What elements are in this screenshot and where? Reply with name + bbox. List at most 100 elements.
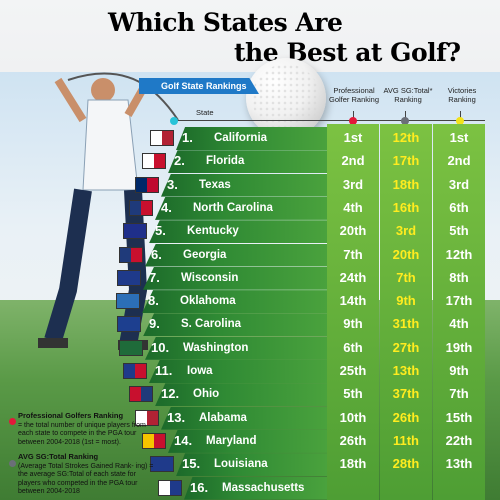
- row-band: [184, 476, 327, 500]
- header-sg: AVG SG:Total* Ranking: [383, 86, 433, 104]
- cell-pro: 10th: [339, 409, 367, 425]
- row-rank: 13.: [167, 409, 186, 425]
- texas-flag: [135, 176, 159, 193]
- row-state: Oklahoma: [180, 295, 236, 308]
- florida-flag: [142, 153, 166, 170]
- row-state: California: [214, 132, 268, 144]
- pro-dot: [349, 117, 357, 125]
- cell-sg: 11th: [392, 432, 419, 448]
- row-rank: 14.: [174, 432, 193, 448]
- row-state: Alabama: [199, 411, 247, 424]
- row-band: [161, 406, 327, 430]
- cell-pro: 3rd: [342, 176, 364, 192]
- row-band: [168, 150, 327, 174]
- cell-victories: 12th: [445, 246, 473, 262]
- cell-sg: 27th: [392, 339, 420, 355]
- row-rank: 2.: [174, 153, 185, 169]
- table-row: 15. Louisiana 18th 28th 13th: [0, 453, 500, 477]
- header-tick: [353, 111, 354, 121]
- row-state: Wisconsin: [181, 271, 239, 284]
- row-band: [155, 196, 327, 220]
- sg-dot: [401, 117, 409, 125]
- row-band: [149, 220, 327, 244]
- cell-pro: 20th: [339, 223, 367, 239]
- table-row: 5. Kentucky 20th 3rd 5th: [0, 220, 500, 244]
- golf-ball-icon: [246, 58, 326, 138]
- row-band: [149, 360, 327, 383]
- sg-note-text: (Average Total Strokes Gained Rank- ing)…: [18, 462, 154, 496]
- row-state: Texas: [199, 178, 231, 191]
- cell-victories: 7th: [449, 386, 469, 402]
- row-rank: 7.: [149, 269, 160, 285]
- cell-victories: 19th: [445, 339, 473, 355]
- row-rank: 11.: [155, 363, 173, 378]
- row-band: [142, 290, 327, 314]
- table-banner: Golf State Rankings: [139, 78, 259, 94]
- wisconsin-flag: [117, 269, 141, 286]
- row-rank: 12.: [161, 386, 180, 402]
- cell-pro: 25th: [339, 363, 367, 378]
- cell-sg: 18th: [392, 176, 420, 192]
- cell-sg: 20th: [392, 246, 420, 262]
- row-rank: 5.: [155, 223, 166, 239]
- cell-pro: 24th: [339, 269, 367, 285]
- cell-sg: 26th: [392, 409, 420, 425]
- golfer-illustration: [38, 72, 179, 350]
- row-state: Georgia: [183, 248, 227, 261]
- maryland-flag: [142, 432, 166, 449]
- table-row: 2. Florida 2nd 17th 2nd: [0, 150, 500, 174]
- table-row: 12. Ohio 5th 37th 7th: [0, 383, 500, 407]
- cell-pro: 5th: [343, 386, 363, 402]
- table-row: 3. Texas 3rd 18th 3rd: [0, 173, 500, 197]
- cell-pro: 4th: [343, 199, 363, 215]
- georgia-flag: [119, 246, 143, 263]
- cell-victories: 5th: [449, 223, 469, 239]
- cell-victories: 3rd: [448, 176, 470, 192]
- victories-dot: [456, 117, 464, 125]
- cell-sg: 16th: [392, 199, 420, 215]
- row-band: [155, 383, 327, 407]
- row-state: Ohio: [193, 388, 220, 401]
- table-row: 1. California 1st 12th 1st: [0, 127, 500, 150]
- iowa-flag: [123, 363, 147, 379]
- row-band: [161, 173, 327, 197]
- row-rank: 4.: [161, 199, 172, 215]
- row-state: Washington: [183, 341, 249, 354]
- row-band: [145, 243, 327, 267]
- victories-column: [433, 124, 485, 500]
- sg-note-dot: [9, 460, 16, 467]
- header-tick: [460, 111, 461, 121]
- table-row: 7. Wisconsin 24th 7th 8th: [0, 266, 500, 290]
- cell-pro: 14th: [339, 293, 367, 309]
- row-state: S. Carolina: [181, 318, 242, 331]
- state-header: State: [196, 108, 214, 117]
- table-row: 16. Massachusetts: [0, 476, 500, 500]
- table-row: 8. Oklahoma 14th 9th 17th: [0, 290, 500, 314]
- row-rank: 15.: [182, 456, 201, 472]
- state-dot: [170, 117, 178, 125]
- title-line-1: Which States Are: [108, 8, 343, 37]
- california-flag: [150, 130, 174, 146]
- cell-victories: 13th: [445, 456, 473, 472]
- row-rank: 10.: [151, 339, 170, 355]
- cell-victories: 2nd: [447, 153, 471, 169]
- pro-note-text: = the total number of unique players fro…: [18, 421, 146, 446]
- row-band: [176, 453, 327, 477]
- ohio-flag: [129, 386, 153, 403]
- row-band: [168, 429, 327, 453]
- cell-pro: 9th: [343, 316, 363, 332]
- louisiana-flag: [150, 456, 174, 473]
- row-rank: 3.: [167, 176, 178, 192]
- pro-note-dot: [9, 418, 16, 425]
- sg-column: [380, 124, 432, 500]
- pro-note-title: Professional Golfers Ranking: [18, 411, 124, 420]
- south-carolina-flag: [117, 316, 141, 333]
- row-state: Florida: [206, 155, 245, 168]
- cell-victories: 15th: [445, 409, 473, 425]
- cell-sg: 13th: [392, 363, 420, 378]
- notes-panel: Professional Golfers Ranking = the total…: [9, 411, 160, 497]
- cell-sg: 12th: [392, 130, 420, 145]
- cell-pro: 6th: [343, 339, 363, 355]
- row-state: Louisiana: [214, 458, 268, 471]
- header-divider: [175, 120, 485, 121]
